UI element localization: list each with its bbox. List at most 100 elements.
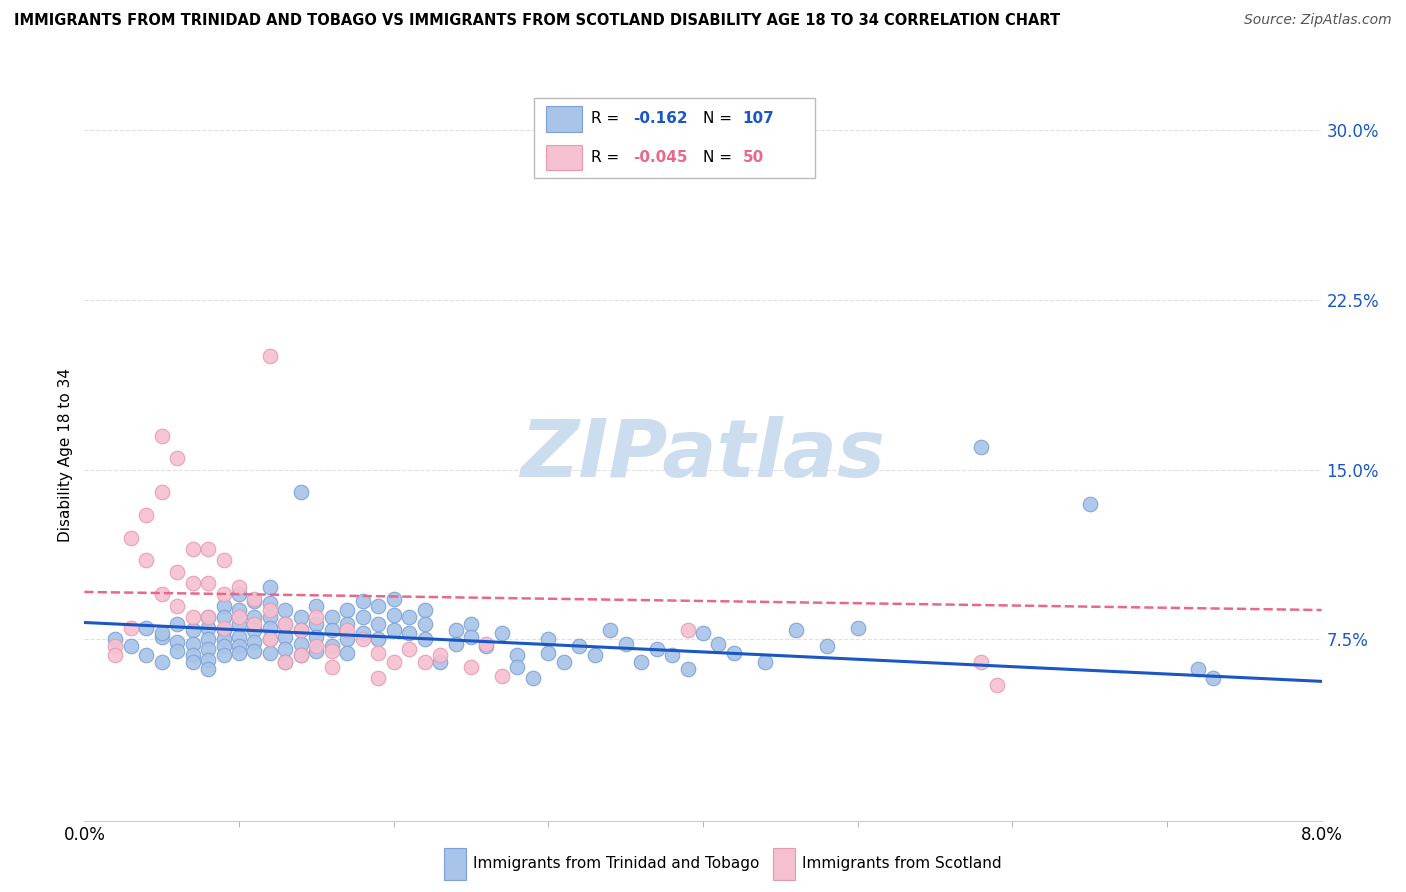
Point: [321, 624, 343, 638]
Point: [444, 637, 467, 651]
Point: [197, 610, 219, 624]
Point: [460, 659, 482, 673]
Point: [305, 599, 328, 613]
Point: [120, 621, 142, 635]
Point: [305, 644, 328, 658]
Point: [150, 625, 173, 640]
Point: [491, 625, 513, 640]
Point: [259, 646, 281, 660]
Point: [120, 640, 142, 654]
Point: [104, 632, 127, 647]
Point: [367, 632, 389, 647]
Text: IMMIGRANTS FROM TRINIDAD AND TOBAGO VS IMMIGRANTS FROM SCOTLAND DISABILITY AGE 1: IMMIGRANTS FROM TRINIDAD AND TOBAGO VS I…: [14, 13, 1060, 29]
Point: [321, 659, 343, 673]
Point: [336, 603, 359, 617]
Text: -0.045: -0.045: [633, 150, 688, 165]
Point: [259, 632, 281, 647]
Point: [212, 640, 235, 654]
Point: [212, 599, 235, 613]
Point: [104, 648, 127, 663]
Point: [274, 603, 297, 617]
Point: [274, 630, 297, 644]
Point: [321, 610, 343, 624]
Point: [259, 632, 281, 647]
Point: [970, 655, 993, 669]
Point: [228, 630, 250, 644]
Point: [413, 603, 436, 617]
Point: [104, 640, 127, 654]
Point: [290, 637, 312, 651]
Point: [135, 553, 157, 567]
Point: [259, 603, 281, 617]
Point: [785, 624, 807, 638]
Point: [274, 616, 297, 631]
Point: [197, 662, 219, 676]
Point: [599, 624, 621, 638]
Point: [290, 485, 312, 500]
Point: [259, 610, 281, 624]
Point: [986, 678, 1008, 692]
Point: [398, 625, 420, 640]
Point: [506, 648, 529, 663]
Point: [305, 640, 328, 654]
Point: [537, 632, 560, 647]
Point: [336, 616, 359, 631]
Point: [243, 594, 266, 608]
Point: [150, 485, 173, 500]
Point: [259, 581, 281, 595]
Point: [197, 653, 219, 667]
FancyBboxPatch shape: [444, 848, 467, 880]
Point: [290, 648, 312, 663]
Point: [135, 648, 157, 663]
Point: [398, 641, 420, 656]
Text: N =: N =: [703, 150, 737, 165]
Point: [166, 616, 188, 631]
Point: [676, 662, 699, 676]
Point: [1078, 497, 1101, 511]
Point: [367, 616, 389, 631]
Point: [661, 648, 683, 663]
Point: [321, 640, 343, 654]
Point: [166, 565, 188, 579]
Point: [506, 659, 529, 673]
Point: [367, 599, 389, 613]
Point: [181, 648, 204, 663]
Point: [120, 531, 142, 545]
Point: [1187, 662, 1209, 676]
Point: [181, 575, 204, 590]
Point: [460, 616, 482, 631]
Point: [135, 621, 157, 635]
Point: [181, 655, 204, 669]
Point: [228, 646, 250, 660]
Point: [382, 591, 405, 606]
Point: [367, 671, 389, 685]
Point: [723, 646, 745, 660]
FancyBboxPatch shape: [534, 98, 815, 178]
Point: [367, 646, 389, 660]
Point: [1202, 671, 1225, 685]
Text: Immigrants from Scotland: Immigrants from Scotland: [801, 855, 1001, 871]
Point: [336, 632, 359, 647]
Point: [243, 644, 266, 658]
Point: [583, 648, 606, 663]
Point: [475, 637, 498, 651]
Point: [645, 641, 668, 656]
Point: [212, 621, 235, 635]
FancyBboxPatch shape: [773, 848, 796, 880]
Point: [181, 541, 204, 556]
Point: [336, 646, 359, 660]
Point: [243, 591, 266, 606]
Point: [228, 640, 250, 654]
Point: [692, 625, 714, 640]
Point: [568, 640, 591, 654]
Point: [382, 655, 405, 669]
Point: [197, 575, 219, 590]
Point: [135, 508, 157, 522]
Text: R =: R =: [591, 150, 624, 165]
Point: [150, 630, 173, 644]
Point: [460, 630, 482, 644]
Point: [212, 648, 235, 663]
Point: [475, 640, 498, 654]
Point: [150, 428, 173, 442]
Point: [305, 610, 328, 624]
